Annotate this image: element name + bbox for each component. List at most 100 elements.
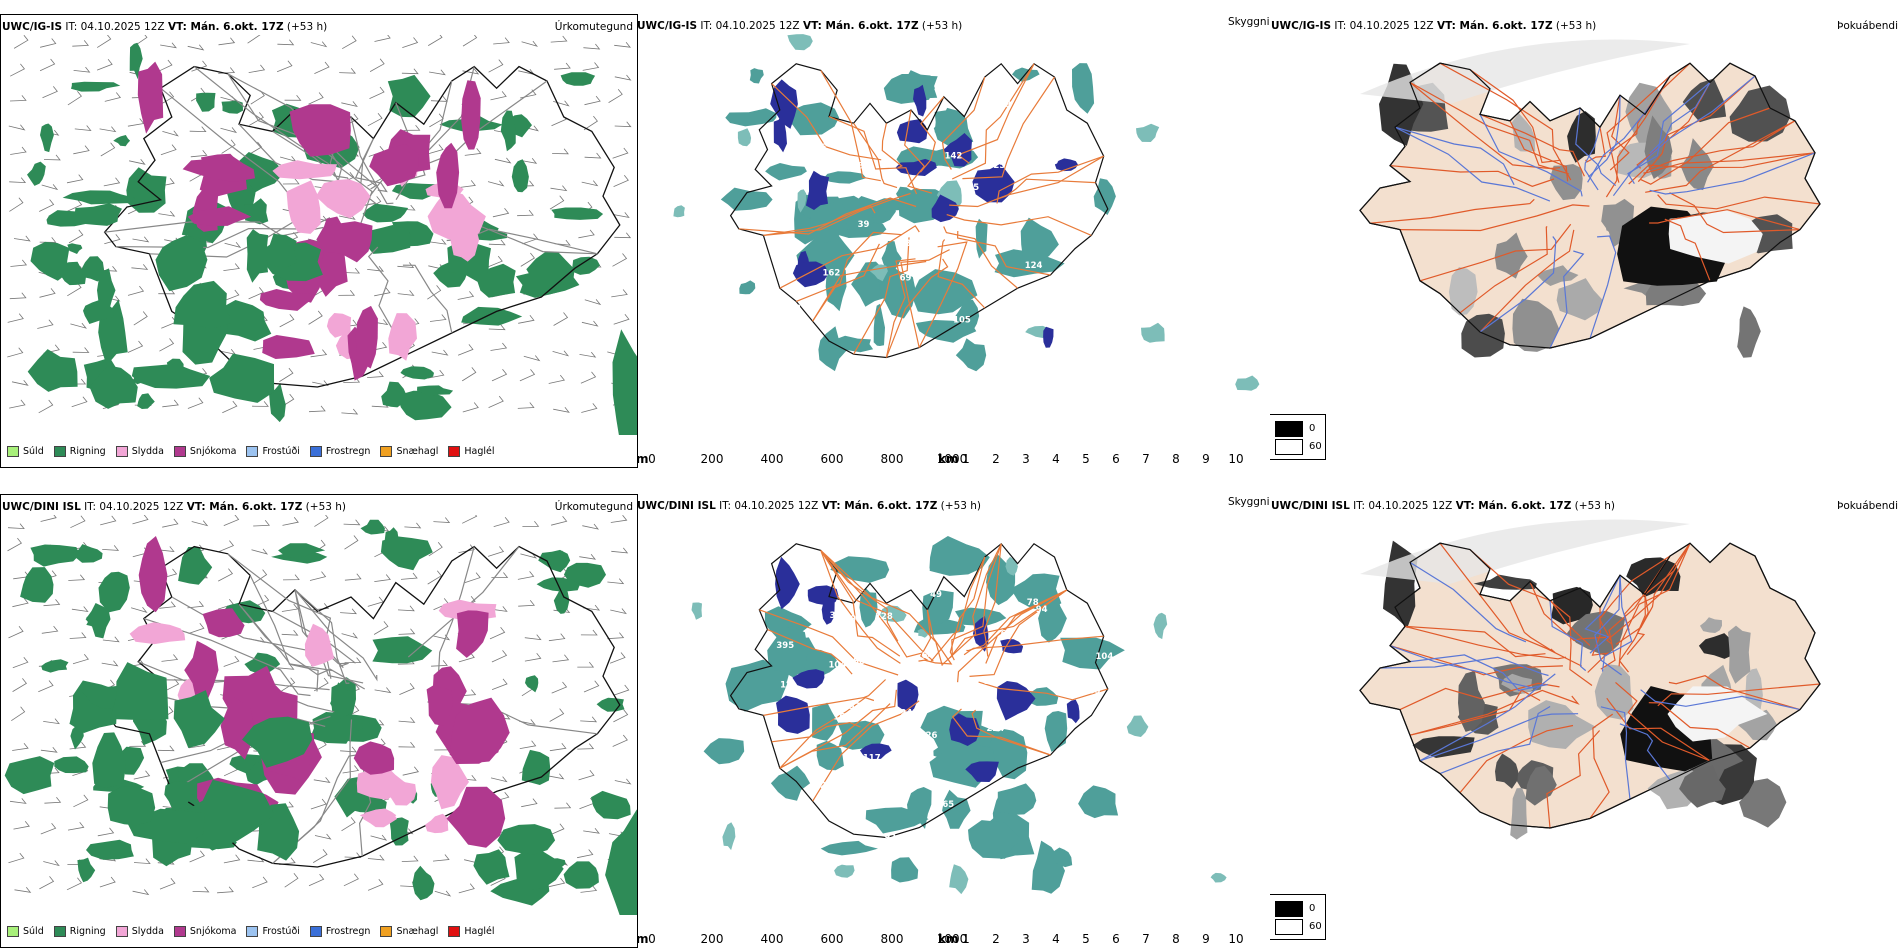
wind-barb [583, 680, 600, 693]
ceiling-label: 195 [1011, 212, 1029, 222]
wind-barb [458, 652, 475, 663]
wind-barb [282, 178, 300, 185]
low-visibility-area [703, 738, 745, 765]
legend-label: Frostregn [325, 446, 371, 457]
ceiling-label: 273 [784, 349, 802, 359]
road-line [918, 241, 968, 348]
wind-barb [223, 655, 240, 667]
ceiling-label: 382 [829, 160, 847, 170]
road-line [779, 703, 891, 769]
wind-barb [314, 61, 330, 74]
ceiling-label: 89 [905, 239, 917, 249]
road-line [795, 231, 903, 302]
legend-label: Súld [23, 446, 44, 457]
river-line [1409, 561, 1527, 643]
wind-barb [549, 823, 565, 836]
road-line [949, 155, 1105, 208]
road-line [820, 550, 899, 642]
ceiling-label: 93 [884, 833, 896, 843]
fog-legend-black [1275, 901, 1303, 917]
legend-label: Snjókoma [189, 446, 237, 457]
rain-area [330, 682, 353, 719]
wind-barb [583, 604, 601, 611]
legend-item: Súld [7, 926, 44, 937]
road-line [1479, 113, 1585, 177]
low-ceiling-area [965, 761, 999, 782]
river-line [1549, 600, 1587, 672]
low-ceiling-area [776, 695, 810, 734]
wind-barb [428, 541, 443, 557]
rain-area [389, 817, 409, 846]
ceiling-label: 137 [776, 833, 794, 843]
wind-barb [433, 517, 451, 523]
low-visibility-area [737, 128, 752, 147]
visibility-tick: 7 [1142, 932, 1150, 946]
visibility-tick: 5 [1082, 452, 1090, 466]
legend-swatch [173, 446, 186, 457]
road-line [1389, 165, 1555, 187]
wind-barb [159, 601, 176, 609]
rain-area [178, 547, 213, 585]
wind-barb [487, 255, 503, 268]
ceiling-label: 64 [922, 651, 934, 661]
visibility-tick: 6 [1112, 932, 1120, 946]
sea-fog-band [1360, 39, 1690, 104]
snow-area [220, 697, 254, 760]
river-line [1439, 705, 1551, 775]
wind-barb [221, 139, 236, 154]
wind-barb [340, 746, 357, 753]
road-line [771, 83, 882, 161]
legend-label: Snjókoma [189, 926, 237, 937]
ceiling-label: 206 [925, 692, 943, 702]
wind-barb [344, 535, 359, 550]
wind-barb [577, 661, 595, 668]
road-line [1404, 625, 1567, 660]
wind-barb [253, 569, 268, 584]
wind-barb [491, 650, 508, 663]
wind-barb [159, 91, 175, 106]
road-line [1669, 192, 1801, 234]
legend-swatch [53, 446, 66, 457]
fog-area [1567, 111, 1596, 163]
wind-barb [429, 314, 447, 322]
wind-barb [580, 716, 598, 723]
rain-area [220, 300, 272, 342]
rain-area [605, 809, 637, 915]
visibility-tick: 8 [1172, 452, 1180, 466]
lead-time: (+53 h) [921, 20, 963, 32]
road-line [828, 116, 918, 195]
wind-barb [127, 118, 145, 127]
sleet-area [286, 180, 321, 234]
fog-legend-white [1275, 919, 1303, 935]
road-line [904, 109, 933, 194]
low-visibility-area [797, 189, 807, 213]
ceiling-label: 13 [894, 752, 906, 762]
fog-area [1728, 625, 1751, 684]
low-visibility-area [691, 602, 702, 620]
rain-area [196, 92, 216, 112]
river-line [1649, 152, 1816, 195]
legend-label: Frostúði [262, 446, 300, 457]
visibility-tick: 1 [962, 932, 970, 946]
wind-barb [373, 621, 389, 635]
wind-barb [68, 229, 84, 244]
wind-barb [66, 877, 83, 891]
rain-area [612, 329, 637, 435]
height-tick: 1000 [936, 452, 968, 466]
wind-barb [40, 822, 57, 835]
rain-area [514, 849, 564, 891]
rain-area [81, 256, 104, 282]
ceiling-label: 298 [783, 304, 801, 314]
rain-area [110, 662, 169, 720]
fog-area [1528, 700, 1597, 749]
river-line [1409, 654, 1548, 692]
rain-area [244, 652, 281, 674]
wind-barb [132, 236, 150, 243]
road-line [1479, 229, 1575, 333]
wind-barb [8, 852, 25, 864]
low-ceiling-area [943, 133, 972, 167]
rain-area [387, 74, 431, 118]
wind-barb [582, 523, 600, 530]
wind-barb [284, 873, 299, 888]
wind-barb [554, 802, 572, 809]
